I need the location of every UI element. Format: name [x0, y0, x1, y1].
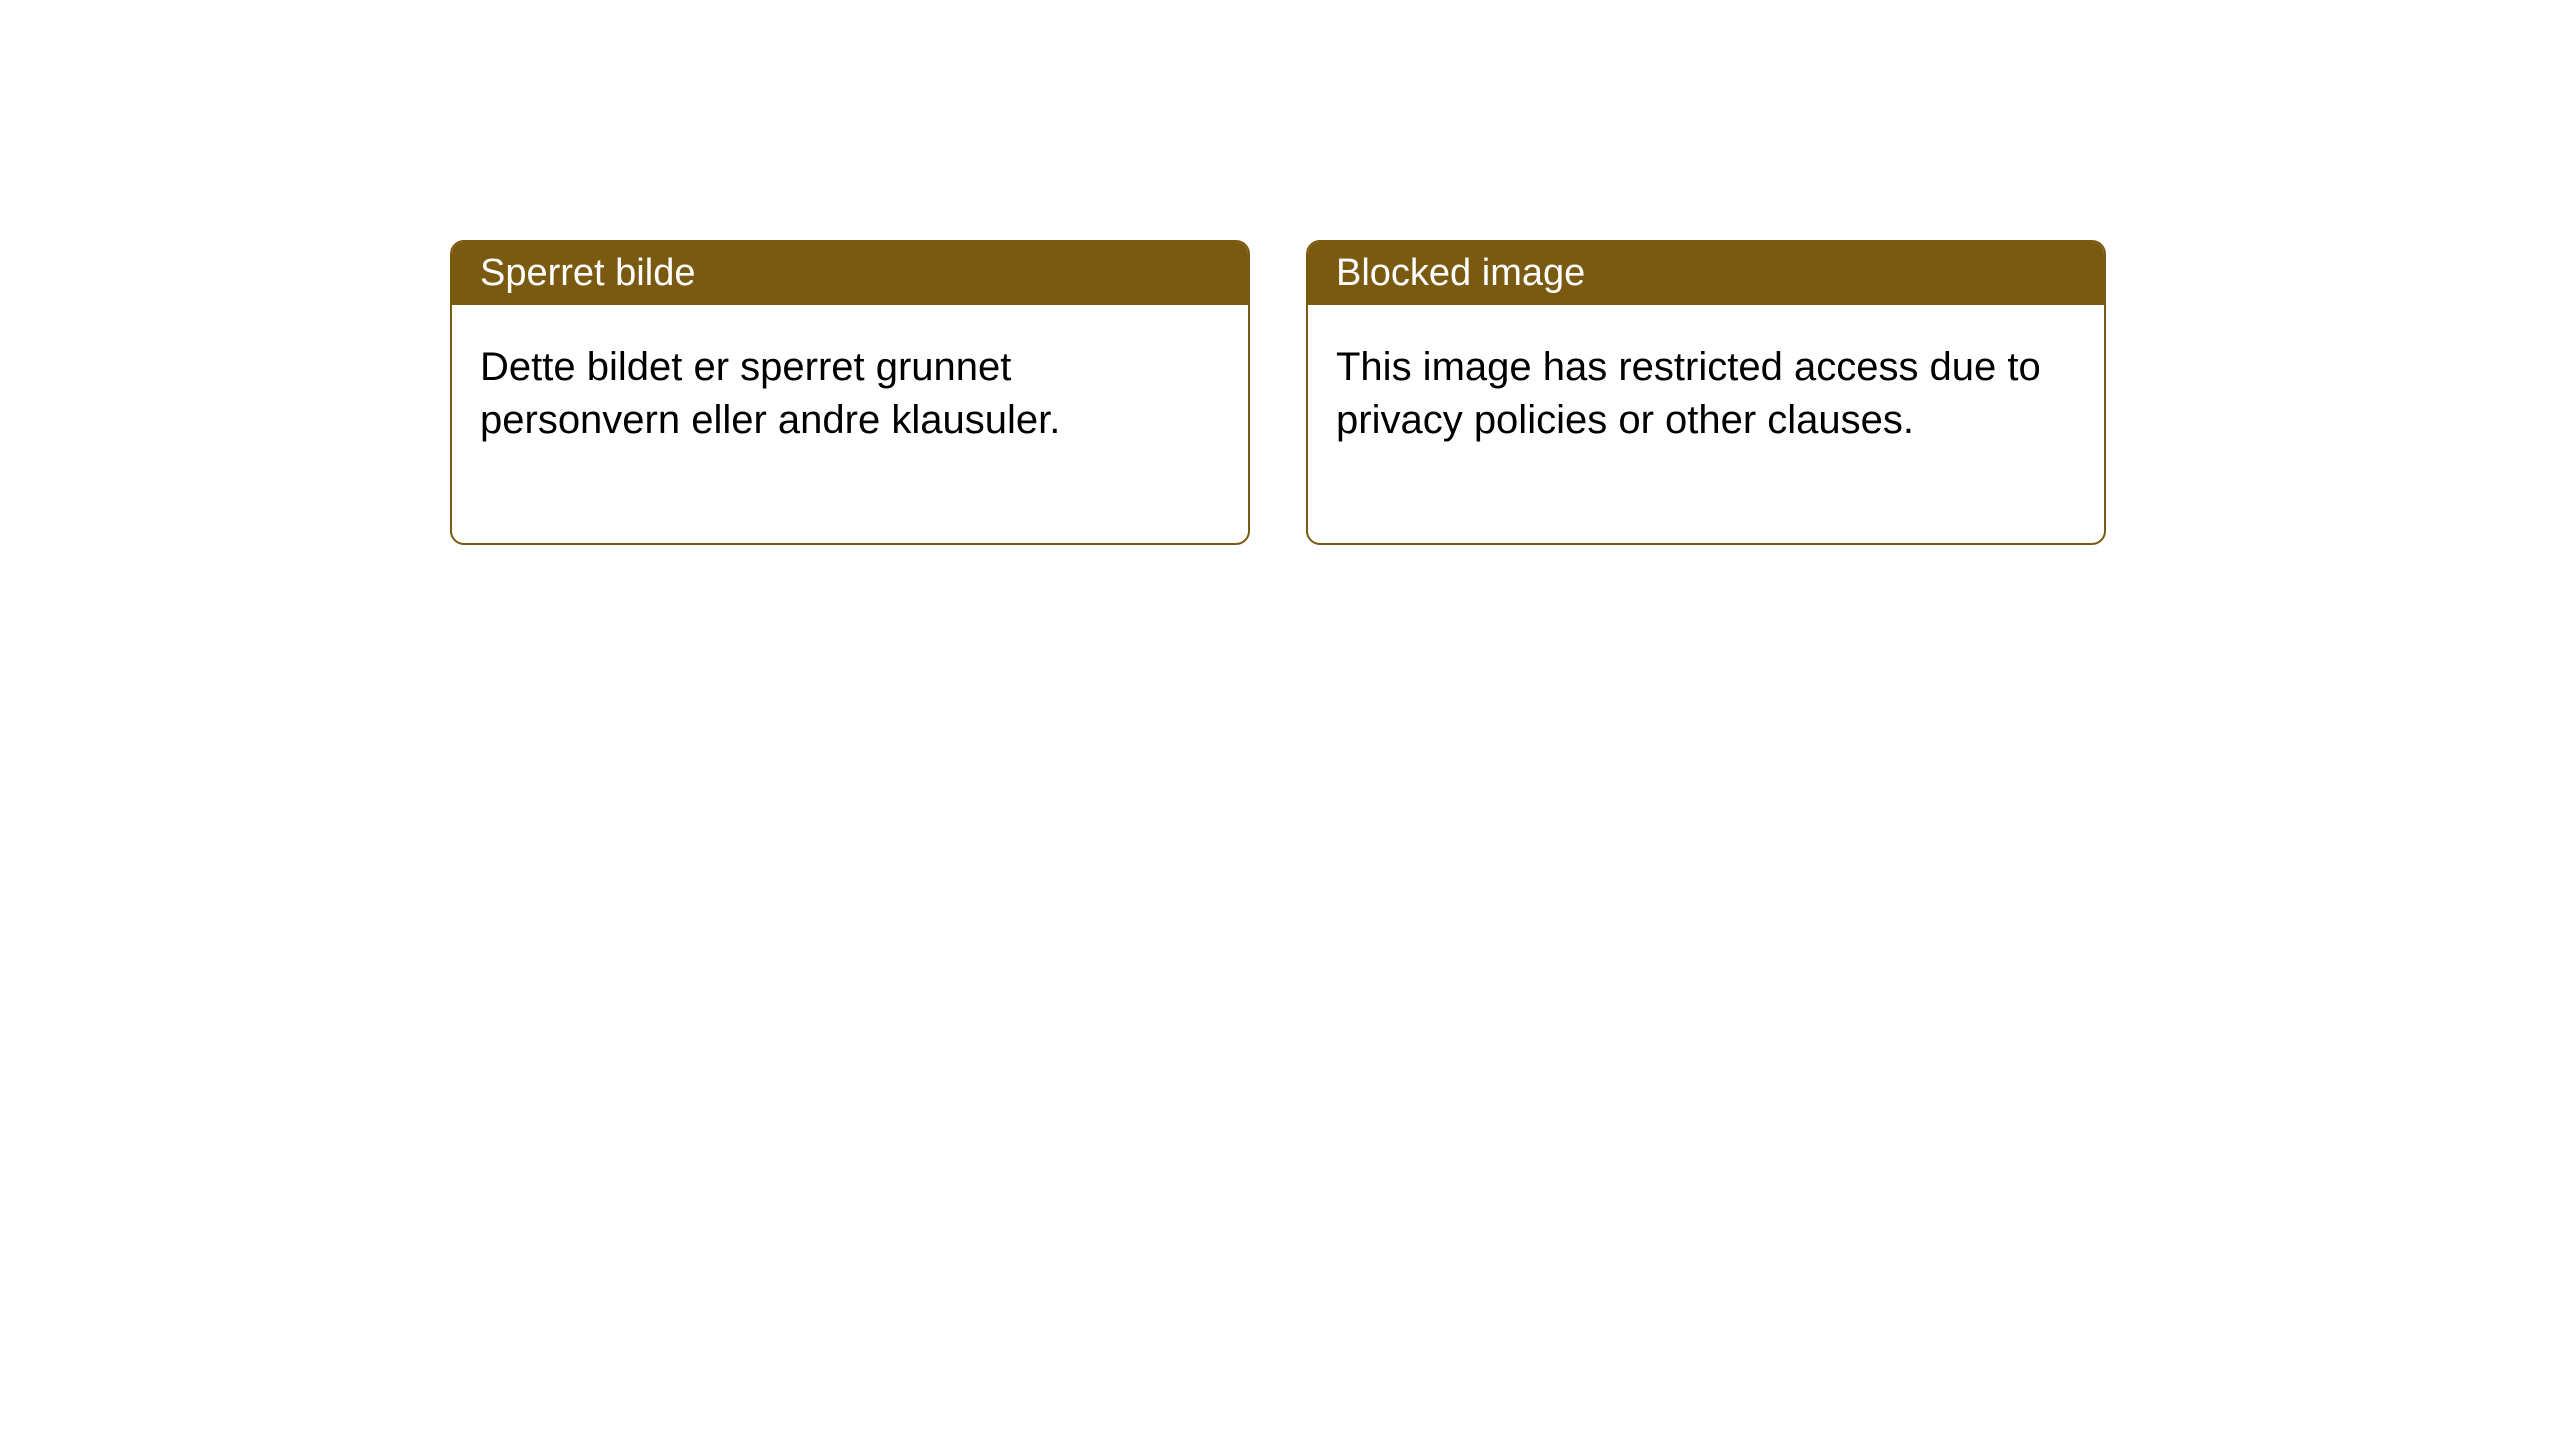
notice-card-english: Blocked image This image has restricted … — [1306, 240, 2106, 545]
card-title: Blocked image — [1336, 252, 1585, 294]
notice-cards-container: Sperret bilde Dette bildet er sperret gr… — [450, 240, 2106, 545]
card-body: Dette bildet er sperret grunnet personve… — [452, 305, 1248, 543]
card-body-text: Dette bildet er sperret grunnet personve… — [480, 345, 1060, 442]
card-header: Blocked image — [1308, 242, 2104, 305]
card-body: This image has restricted access due to … — [1308, 305, 2104, 543]
notice-card-norwegian: Sperret bilde Dette bildet er sperret gr… — [450, 240, 1250, 545]
card-body-text: This image has restricted access due to … — [1336, 345, 2041, 442]
card-header: Sperret bilde — [452, 242, 1248, 305]
card-title: Sperret bilde — [480, 252, 695, 294]
